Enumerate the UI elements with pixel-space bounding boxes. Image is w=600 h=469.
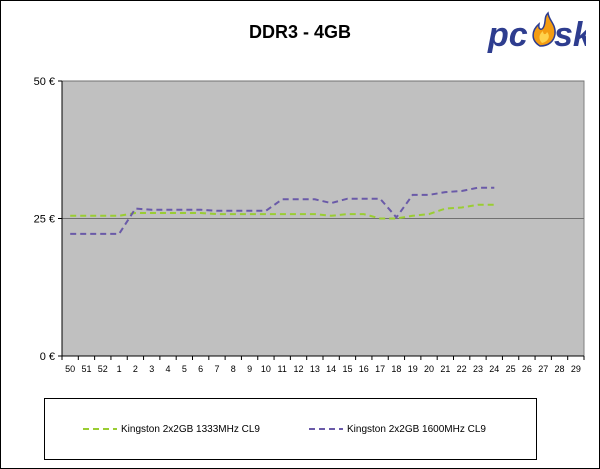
x-tick-label-10: 8 [231,364,236,374]
x-tick-label-31: 29 [571,364,581,374]
x-tick-label-11: 9 [247,364,252,374]
x-tick-label-25: 23 [473,364,483,374]
x-tick-label-5: 3 [149,364,154,374]
x-tick-label-3: 1 [117,364,122,374]
legend-swatch-1600 [309,428,343,430]
x-tick-label-13: 11 [278,364,287,374]
x-tick-label-19: 17 [375,364,385,374]
y-tick-label-0: 0 € [40,351,55,363]
brand-logo: pc sk [487,11,586,54]
x-tick-label-21: 19 [408,364,418,374]
x-tick-label-29: 27 [538,364,548,374]
chart-title: DDR3 - 4GB [248,22,351,42]
series-lines [70,186,495,235]
legend-item-1600: Kingston 2x2GB 1600MHz CL9 [307,421,486,437]
axes [58,80,585,360]
x-tick-label-16: 14 [326,364,336,374]
logo-text-right: sk [554,16,586,54]
x-tick-label-0: 50 [65,364,75,374]
series-line-1 [70,186,495,235]
x-tick-label-14: 12 [294,364,304,374]
legend-label-1600: Kingston 2x2GB 1600MHz CL9 [347,423,486,435]
x-tick-label-22: 20 [424,364,434,374]
x-tick-label-15: 13 [310,364,320,374]
legend-item-1333: Kingston 2x2GB 1333MHz CL9 [81,421,260,437]
logo-text-left: pc [487,16,528,54]
x-tick-labels: 50 51 52 1 2 3 4 5 6 7 8 9 10 11 12 13 14 15 16 17 18 19 20 21 2… [65,364,581,374]
x-tick-label-4: 2 [133,364,138,374]
x-tick-label-8: 6 [198,364,203,374]
x-tick-label-28: 26 [522,364,532,374]
y-tick-label-1: 25 € [34,214,55,226]
x-tick-label-26: 24 [489,364,499,374]
x-tick-label-20: 18 [391,364,401,374]
x-tick-label-30: 28 [555,364,565,374]
x-tick-label-2: 52 [98,364,108,374]
x-tick-label-6: 4 [166,364,171,374]
series-line-0 [70,203,495,220]
y-tick-label-2: 50 € [34,76,55,88]
x-tick-label-27: 25 [506,364,516,374]
x-tick-label-1: 51 [81,364,91,374]
x-tick-label-23: 21 [440,364,450,374]
y-tick-labels: 0 € 25 € 50 € [34,76,55,363]
x-tick-label-7: 5 [182,364,187,374]
legend-swatch-1333 [83,428,117,430]
logo-flame-icon [532,11,556,47]
x-tick-label-12: 10 [261,364,271,374]
x-tick-label-17: 15 [342,364,352,374]
legend-label-1333: Kingston 2x2GB 1333MHz CL9 [121,423,260,435]
grid-lines [62,80,584,219]
x-tick-label-18: 16 [359,364,369,374]
legend: Kingston 2x2GB 1333MHz CL9 Kingston 2x2G… [44,398,537,460]
x-tick-label-9: 7 [214,364,219,374]
x-tick-label-24: 22 [457,364,467,374]
